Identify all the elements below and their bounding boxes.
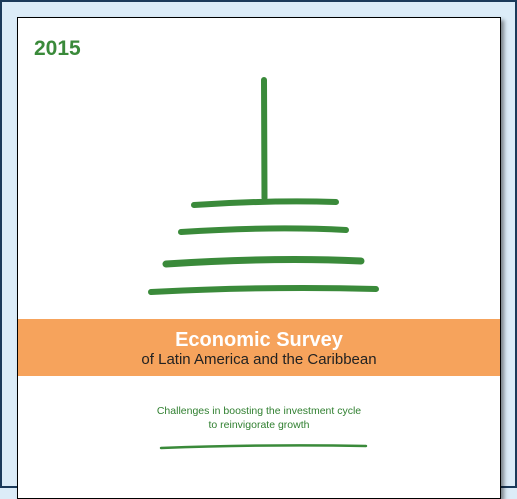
title-band: Economic Survey of Latin America and the… <box>18 319 500 376</box>
cover: 2015 Economic Survey of Latin America an… <box>17 17 501 499</box>
page: 2015 Economic Survey of Latin America an… <box>0 0 517 488</box>
tagline: to reinvigorate growth <box>18 419 500 431</box>
title: Economic Survey <box>18 329 500 351</box>
subtitle: of Latin America and the Caribbean <box>18 351 500 369</box>
year: 2015 <box>34 37 81 61</box>
tagline: Challenges in boosting the investment cy… <box>18 405 500 417</box>
